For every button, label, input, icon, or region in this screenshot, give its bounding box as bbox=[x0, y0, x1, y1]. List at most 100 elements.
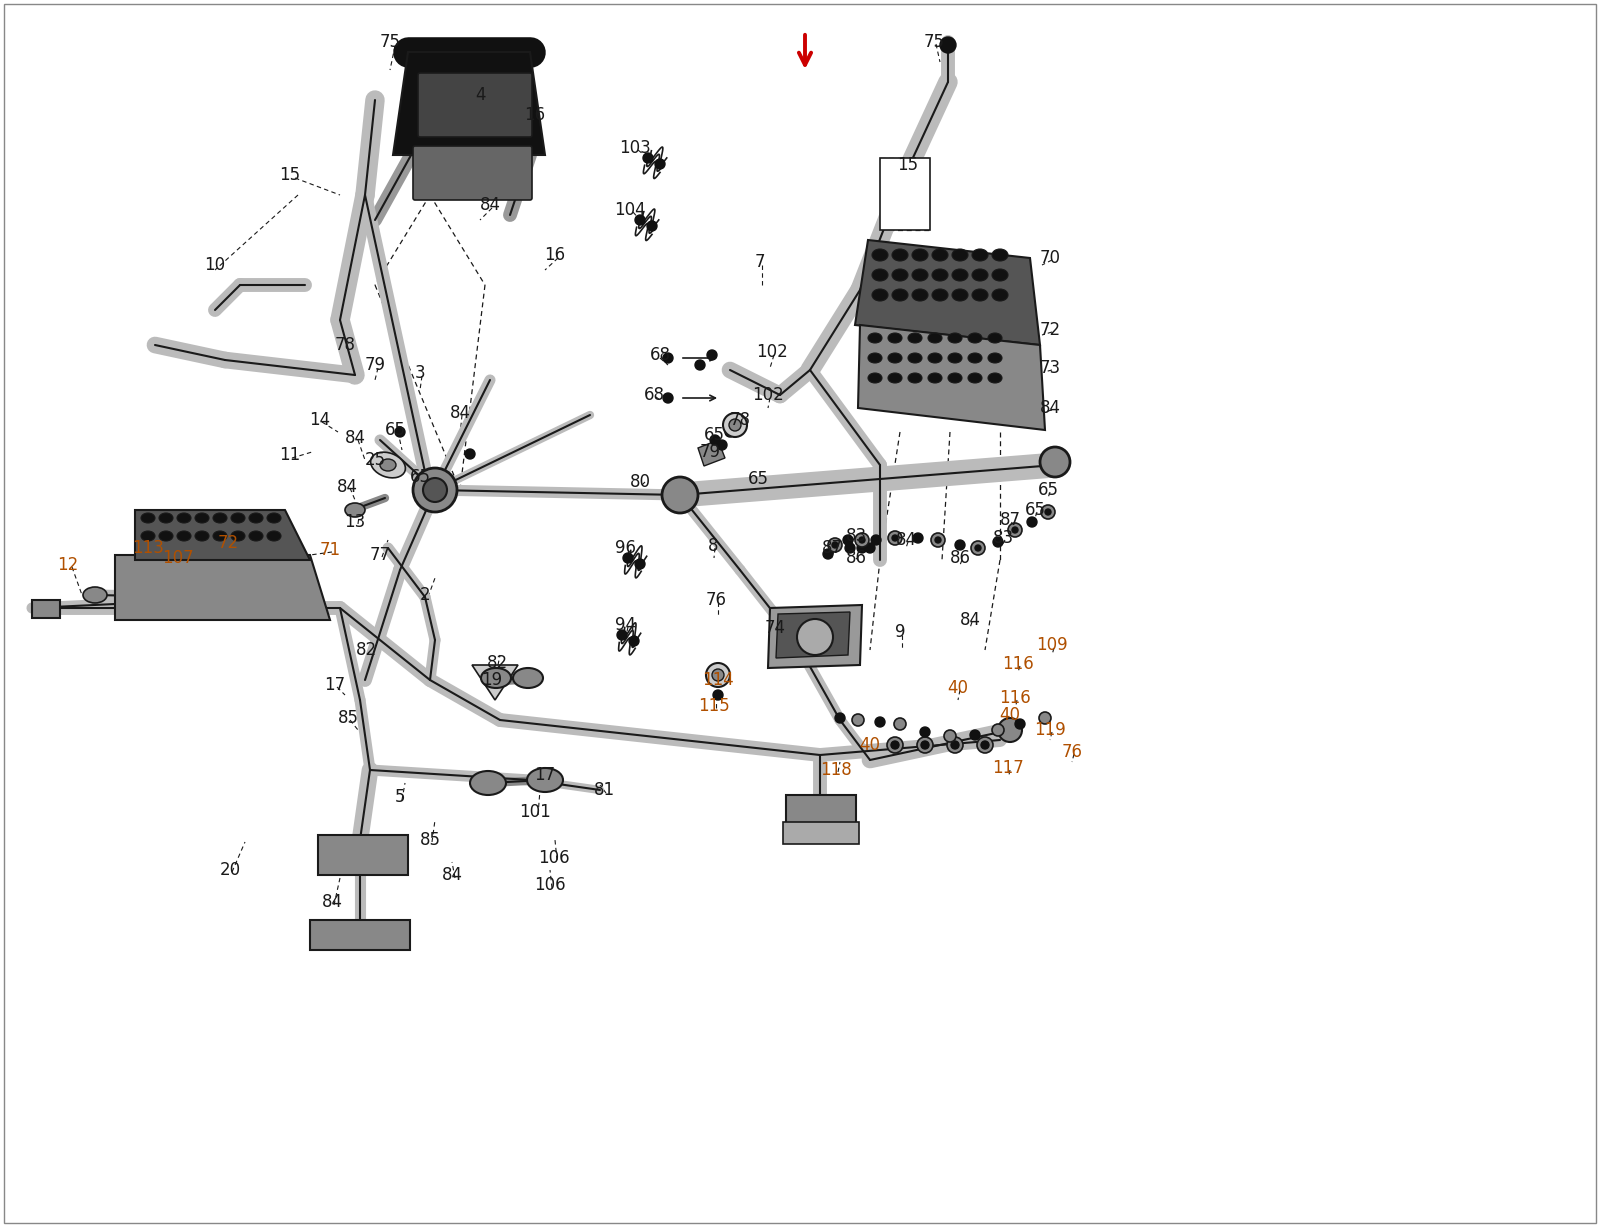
Text: 84: 84 bbox=[442, 866, 462, 883]
Ellipse shape bbox=[992, 269, 1008, 281]
Ellipse shape bbox=[1008, 523, 1022, 537]
Ellipse shape bbox=[931, 249, 947, 261]
Text: 71: 71 bbox=[320, 541, 341, 560]
FancyBboxPatch shape bbox=[3, 4, 1597, 1223]
Text: 65: 65 bbox=[410, 467, 430, 486]
Circle shape bbox=[955, 540, 965, 550]
Circle shape bbox=[950, 741, 958, 748]
Text: 106: 106 bbox=[534, 876, 566, 894]
Text: 116: 116 bbox=[998, 690, 1030, 707]
Ellipse shape bbox=[514, 667, 542, 688]
Text: 82: 82 bbox=[355, 640, 376, 659]
Ellipse shape bbox=[888, 333, 902, 344]
Ellipse shape bbox=[83, 587, 107, 602]
Text: 3: 3 bbox=[414, 364, 426, 382]
Circle shape bbox=[981, 741, 989, 748]
Circle shape bbox=[866, 544, 875, 553]
Text: 81: 81 bbox=[594, 782, 614, 799]
Ellipse shape bbox=[482, 667, 510, 688]
Text: 76: 76 bbox=[1061, 744, 1083, 761]
Ellipse shape bbox=[971, 541, 986, 555]
Text: 74: 74 bbox=[765, 618, 786, 637]
Bar bbox=[310, 920, 410, 950]
Ellipse shape bbox=[947, 333, 962, 344]
Ellipse shape bbox=[195, 531, 210, 541]
Ellipse shape bbox=[230, 531, 245, 541]
Circle shape bbox=[643, 153, 653, 163]
Text: 117: 117 bbox=[992, 760, 1024, 777]
Ellipse shape bbox=[992, 724, 1005, 736]
Ellipse shape bbox=[381, 459, 397, 471]
Text: 103: 103 bbox=[619, 139, 651, 157]
Text: 65: 65 bbox=[704, 426, 725, 444]
Text: 106: 106 bbox=[538, 849, 570, 867]
Text: 84: 84 bbox=[896, 531, 917, 548]
Text: 20: 20 bbox=[219, 861, 240, 879]
Text: 25: 25 bbox=[365, 452, 386, 469]
Text: 19: 19 bbox=[482, 671, 502, 690]
Ellipse shape bbox=[470, 771, 506, 795]
Text: 14: 14 bbox=[309, 411, 331, 429]
Ellipse shape bbox=[872, 269, 888, 281]
Polygon shape bbox=[854, 240, 1040, 345]
Text: 115: 115 bbox=[698, 697, 730, 715]
Ellipse shape bbox=[141, 531, 155, 541]
Text: 16: 16 bbox=[525, 106, 546, 124]
Ellipse shape bbox=[893, 290, 909, 301]
Text: 75: 75 bbox=[379, 33, 400, 52]
Ellipse shape bbox=[909, 333, 922, 344]
Circle shape bbox=[618, 629, 627, 640]
Ellipse shape bbox=[213, 531, 227, 541]
Ellipse shape bbox=[526, 768, 563, 791]
Text: 87: 87 bbox=[1000, 510, 1021, 529]
Circle shape bbox=[891, 741, 899, 748]
Ellipse shape bbox=[947, 737, 963, 753]
Text: 17: 17 bbox=[534, 766, 555, 784]
Circle shape bbox=[875, 717, 885, 728]
Ellipse shape bbox=[867, 353, 882, 363]
Ellipse shape bbox=[213, 513, 227, 523]
Circle shape bbox=[635, 215, 645, 225]
Text: 83: 83 bbox=[845, 528, 867, 545]
Text: 116: 116 bbox=[1002, 655, 1034, 672]
Text: 73: 73 bbox=[1040, 360, 1061, 377]
FancyBboxPatch shape bbox=[413, 146, 531, 200]
Text: 78: 78 bbox=[730, 411, 750, 429]
Ellipse shape bbox=[872, 249, 888, 261]
Circle shape bbox=[1013, 528, 1018, 533]
Ellipse shape bbox=[712, 669, 723, 681]
Circle shape bbox=[914, 533, 923, 544]
Bar bbox=[782, 822, 859, 844]
Ellipse shape bbox=[250, 513, 262, 523]
Ellipse shape bbox=[723, 413, 747, 437]
Circle shape bbox=[430, 477, 442, 487]
Ellipse shape bbox=[928, 353, 942, 363]
Circle shape bbox=[725, 427, 734, 437]
Text: 77: 77 bbox=[370, 546, 390, 564]
Ellipse shape bbox=[867, 373, 882, 383]
Text: 2: 2 bbox=[419, 587, 430, 604]
Ellipse shape bbox=[992, 290, 1008, 301]
Ellipse shape bbox=[917, 737, 933, 753]
Text: 85: 85 bbox=[338, 709, 358, 728]
Circle shape bbox=[662, 353, 674, 363]
Bar bbox=[318, 836, 408, 875]
Circle shape bbox=[845, 544, 854, 553]
Circle shape bbox=[466, 449, 475, 459]
Ellipse shape bbox=[886, 737, 902, 753]
Ellipse shape bbox=[851, 714, 864, 726]
Text: 79: 79 bbox=[365, 356, 386, 374]
Ellipse shape bbox=[829, 537, 842, 552]
Text: 75: 75 bbox=[923, 33, 944, 52]
Ellipse shape bbox=[1040, 447, 1070, 477]
Ellipse shape bbox=[230, 513, 245, 523]
Ellipse shape bbox=[888, 353, 902, 363]
Text: 102: 102 bbox=[757, 344, 787, 361]
Text: 109: 109 bbox=[1037, 636, 1067, 654]
Circle shape bbox=[922, 741, 930, 748]
Circle shape bbox=[622, 553, 634, 563]
Bar bbox=[32, 600, 61, 618]
Text: 101: 101 bbox=[518, 802, 550, 821]
Text: 76: 76 bbox=[706, 591, 726, 609]
Ellipse shape bbox=[158, 531, 173, 541]
